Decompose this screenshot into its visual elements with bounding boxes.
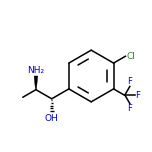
Text: OH: OH	[45, 114, 59, 123]
Text: F: F	[135, 90, 140, 100]
Text: Cl: Cl	[126, 52, 135, 61]
Text: NH₂: NH₂	[27, 66, 45, 75]
Text: F: F	[127, 77, 132, 86]
Text: F: F	[127, 104, 132, 113]
Polygon shape	[34, 76, 38, 90]
